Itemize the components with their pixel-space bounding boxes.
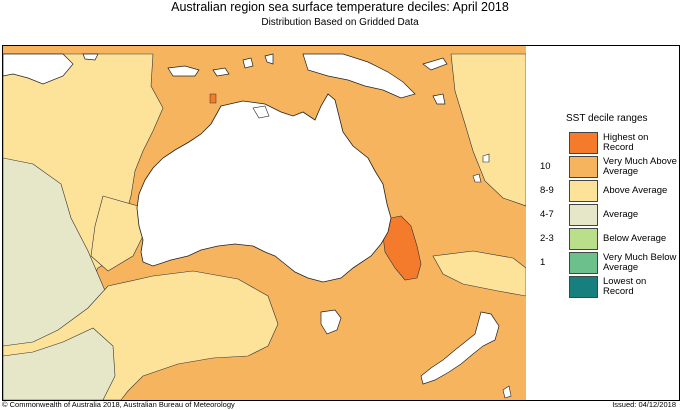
map-subtitle: Distribution Based on Gridded Data [261, 17, 419, 28]
legend-item-lowest-on-record: Lowest on Record [526, 276, 679, 298]
land-new-zealand [420, 311, 500, 385]
legend-label: Highest on Record [603, 132, 649, 153]
legend-range: 2-3 [540, 233, 554, 244]
legend-label: Below Average [603, 233, 667, 244]
legend-range: 8-9 [540, 185, 554, 196]
legend-item-below-average: 2-3 Below Average [526, 228, 679, 250]
legend-range: 4-7 [540, 209, 554, 220]
legend-label: Very Much Below Average [603, 252, 677, 273]
legend-item-average: 4-7 Average [526, 204, 679, 226]
sst-decile-map [2, 45, 527, 401]
land-australia [136, 93, 392, 283]
land-new-guinea [302, 53, 416, 99]
legend-range: 10 [540, 161, 551, 172]
legend-swatch [569, 276, 598, 298]
legend-title: SST decile ranges [566, 113, 648, 124]
legend-label: Lowest on Record [603, 276, 647, 297]
copyright-text: © Commonwealth of Australia 2018, Austra… [2, 400, 235, 409]
legend-range: 1 [540, 257, 546, 268]
legend-item-highest-on-record: Highest on Record [526, 132, 679, 154]
region-average-southern-patch [3, 327, 116, 400]
legend-swatch [569, 156, 598, 178]
region-above-average-tasman [432, 250, 526, 297]
region-above-average-northeast [450, 53, 526, 207]
map-title: Australian region sea surface temperatur… [171, 0, 509, 14]
region-highest-on-record-east [382, 215, 422, 281]
legend-swatch [569, 132, 598, 154]
legend-swatch [569, 252, 598, 274]
legend-swatch [569, 180, 598, 202]
issued-date: Issued: 04/12/2018 [612, 400, 676, 409]
legend-item-very-much-above-average: 10 Very Much Above Average [526, 156, 679, 178]
legend-swatch [569, 204, 598, 226]
region-highest-on-record-north [209, 93, 217, 104]
legend-item-above-average: 8-9 Above Average [526, 180, 679, 202]
land-tasmania [320, 309, 342, 335]
legend-label: Above Average [603, 185, 668, 196]
land-indonesia [3, 53, 74, 85]
legend-panel: SST decile ranges Highest on Record 10 V… [526, 45, 680, 401]
legend-label: Average [603, 209, 639, 220]
legend-item-very-much-below-average: 1 Very Much Below Average [526, 252, 679, 274]
legend-swatch [569, 228, 598, 250]
legend-label: Very Much Above Average [603, 156, 677, 177]
